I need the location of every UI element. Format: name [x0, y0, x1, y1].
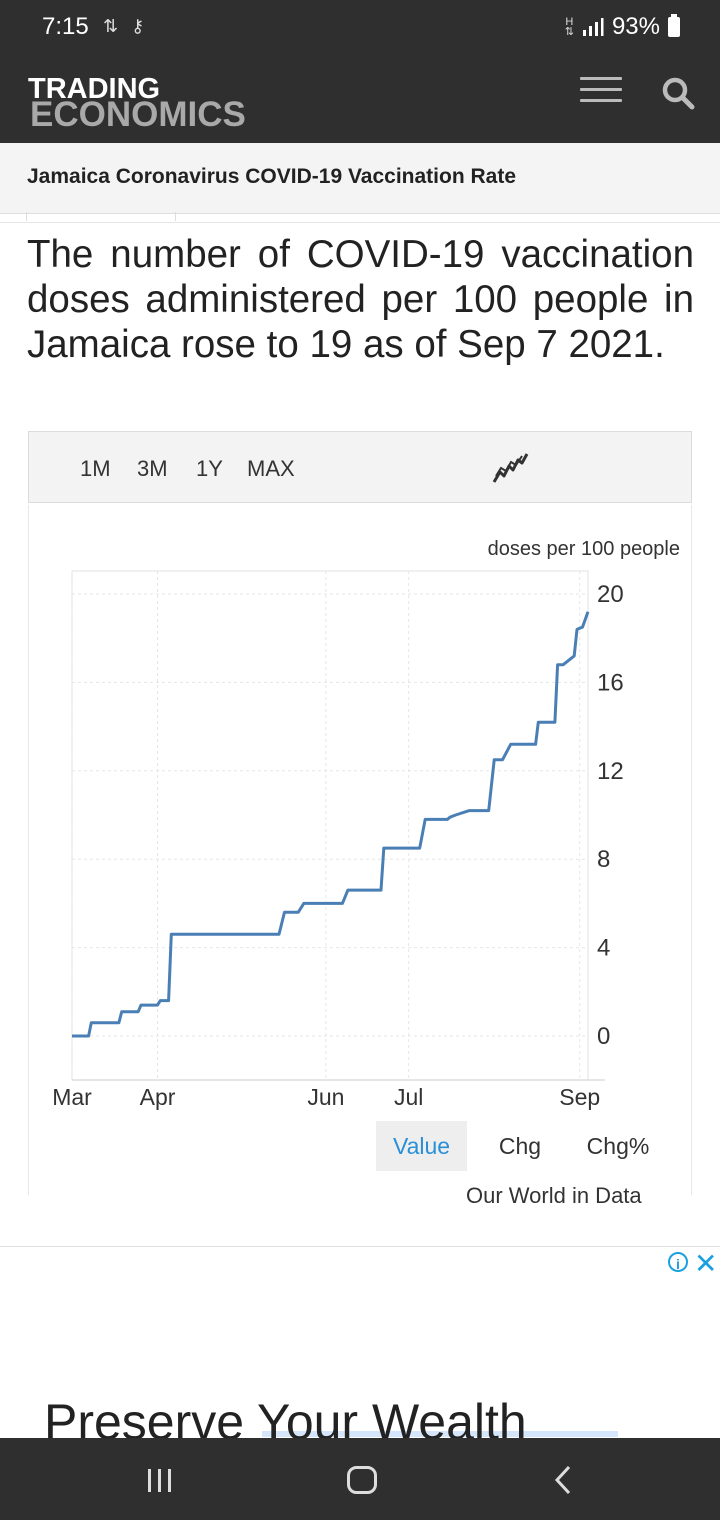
home-icon[interactable]	[346, 1465, 378, 1495]
battery-percent: 93%	[611, 13, 660, 40]
page-description: The number of COVID-19 vaccination doses…	[27, 233, 694, 366]
ad-info-icon[interactable]: i	[668, 1252, 688, 1272]
range-1y-button[interactable]: 1Y	[196, 456, 223, 481]
logo-line1[interactable]: TRADING	[28, 73, 161, 105]
y-tick-label: 8	[597, 846, 610, 873]
x-tick-label: Jun	[307, 1084, 344, 1110]
system-nav-bar	[0, 1438, 720, 1520]
tab-chg-pct[interactable]: Chg%	[586, 1133, 650, 1159]
y-axis-unit-label: doses per 100 people	[487, 538, 680, 560]
status-bar: 7:15 ⇅ ⚷ H ⇅ 93%	[0, 0, 720, 55]
y-tick-label: 16	[597, 669, 624, 696]
logo-line2[interactable]: ECONOMICS	[30, 95, 246, 134]
vaccination-chart[interactable]: 0 4 8 12 16 20 Mar Apr Jun Jul Sep	[0, 0, 720, 1200]
recent-apps-icon[interactable]	[146, 1468, 174, 1494]
ad-highlight	[262, 1431, 618, 1437]
app-header: TRADING ECONOMICS	[0, 55, 720, 143]
range-3m-button[interactable]: 3M	[137, 456, 168, 481]
range-1m-button[interactable]: 1M	[80, 456, 111, 481]
ad-headline[interactable]: Preserve Your Wealth	[44, 1394, 527, 1439]
x-tick-label: Jul	[394, 1084, 423, 1110]
search-icon[interactable]	[660, 75, 696, 111]
network-type-icon: H ⇅	[564, 16, 574, 38]
tab-chg[interactable]: Chg	[498, 1133, 542, 1159]
range-max-button[interactable]: MAX	[247, 456, 295, 481]
ad-banner[interactable]: i ✕ Preserve Your Wealth	[0, 1246, 720, 1439]
status-right: H ⇅ 93%	[565, 13, 680, 41]
tab-value[interactable]: Value	[376, 1121, 467, 1171]
y-tick-label: 0	[597, 1023, 610, 1050]
status-time: 7:15	[42, 13, 89, 40]
back-icon[interactable]	[552, 1465, 574, 1495]
page-title-bar: Jamaica Coronavirus COVID-19 Vaccination…	[0, 143, 720, 214]
ad-close-icon[interactable]: ✕	[694, 1248, 718, 1279]
divider	[0, 222, 720, 223]
y-tick-label: 4	[597, 935, 610, 962]
tab-stub	[26, 212, 176, 221]
signal-icon	[582, 18, 604, 36]
line-chart-icon[interactable]	[491, 450, 531, 486]
x-tick-label: Sep	[559, 1084, 600, 1110]
chart-container	[28, 505, 692, 1195]
battery-icon	[668, 14, 680, 37]
data-source[interactable]: Our World in Data	[466, 1183, 642, 1208]
page-title: Jamaica Coronavirus COVID-19 Vaccination…	[27, 165, 517, 188]
series-line	[72, 611, 590, 1038]
x-tick-label: Apr	[140, 1084, 176, 1110]
y-tick-label: 12	[597, 758, 624, 785]
x-tick-label: Mar	[52, 1084, 92, 1110]
chart-toolbar: 1M 3M 1Y MAX	[28, 431, 692, 503]
y-tick-label: 20	[597, 581, 624, 608]
status-notification-icons: ⇅ ⚷	[103, 16, 149, 36]
hamburger-menu-icon[interactable]	[580, 77, 622, 107]
